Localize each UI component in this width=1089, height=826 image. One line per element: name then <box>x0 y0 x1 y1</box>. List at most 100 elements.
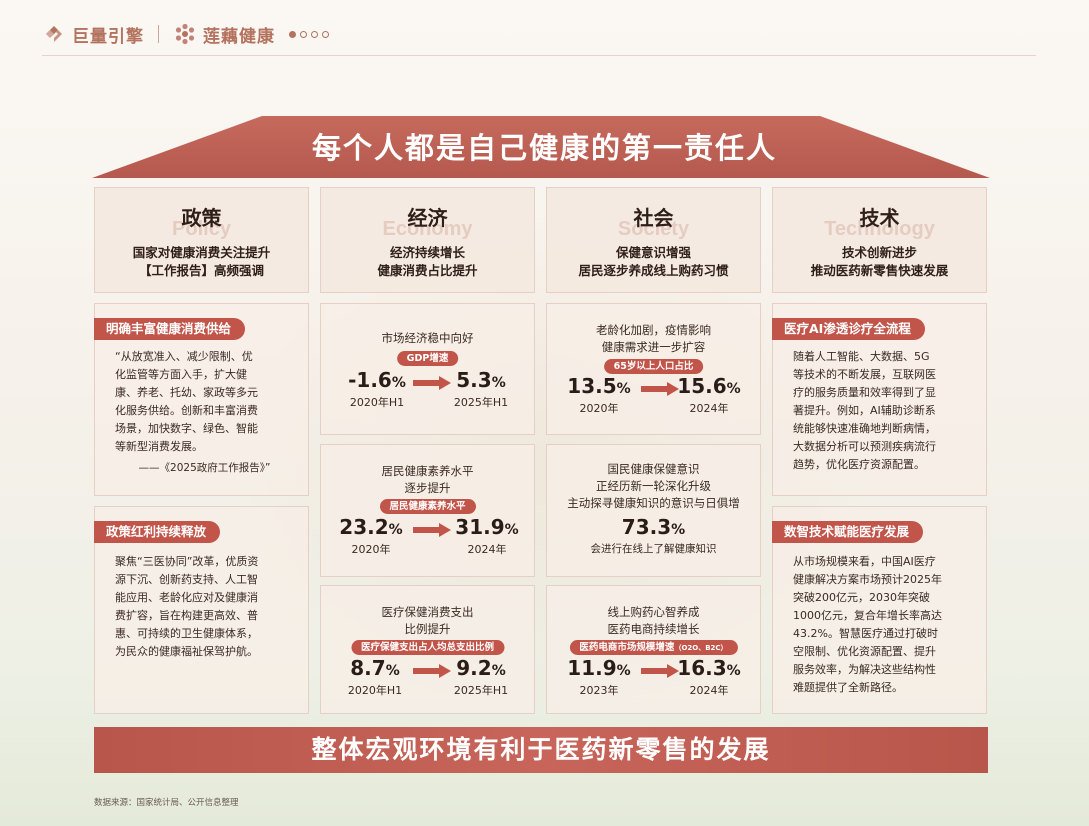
stat-title: 老龄化加剧，疫情影响 健康需求进一步扩容 <box>547 322 760 356</box>
unit: % <box>491 663 506 679</box>
card-tag: 数智技术赋能医疗发展 <box>772 521 924 543</box>
value: 11.9 <box>567 656 617 680</box>
stat-title-line: 市场经济稳中向好 <box>381 331 474 345</box>
card-line: 化监管等方面入手，扩大健 <box>115 368 247 381</box>
metric-pill: 医药电商市场规模增速（O2O、B2C） <box>569 640 738 655</box>
card-line: 突破200亿元，2030年突破 <box>793 591 930 604</box>
card-body: 随着人工智能、大数据、5G 等技术的不断发展，互联网医 疗的服务质量和效率得到了… <box>793 348 972 474</box>
page-dot-active[interactable] <box>289 30 296 38</box>
pillar-desc-line: 居民逐步养成线上购药习惯 <box>578 263 729 278</box>
unit: % <box>671 522 686 538</box>
stat-to-value: 5.3% <box>441 368 521 392</box>
unit: % <box>616 663 631 679</box>
pillar-desc-line: 【工作报告】高频强调 <box>138 263 264 278</box>
pillar-desc: 技术创新进步 推动医药新零售快速发展 <box>777 244 982 280</box>
pillar-head-society: Society 社会 保健意识增强 居民逐步养成线上购药习惯 <box>546 187 761 293</box>
pillar-title: 经济 <box>407 206 448 230</box>
card-line: 惠、可持续的卫生健康体系， <box>115 627 258 640</box>
stat-to-year: 2025年H1 <box>453 684 509 697</box>
data-source-note: 数据来源：国家统计局、公开信息整理 <box>94 798 239 808</box>
economy-card-literacy: 居民健康素养水平 逐步提升 居民健康素养水平 23.2% 2020年 31.9%… <box>320 444 535 577</box>
metric-pill: 居民健康素养水平 <box>379 499 476 514</box>
stat-from-year: 2020年 <box>351 543 391 556</box>
stat-to-year: 2025年H1 <box>453 396 509 409</box>
stat-to-value: 31.9% <box>447 515 527 539</box>
metric-pill: GDP增速 <box>396 351 459 366</box>
pillar-head-policy: Policy 政策 国家对健康消费关注提升 【工作报告】高频强调 <box>94 187 309 293</box>
stat-title-line: 正经历新一轮深化升级 <box>596 479 711 493</box>
card-line: 趋势，优化医疗资源配置。 <box>793 458 925 471</box>
policy-card-dividend: 政策红利持续释放 聚焦“三医协同”改革，优质资 源下沉、创新药支持、人工智 能应… <box>94 506 309 714</box>
stat-from-year: 2023年 <box>579 684 619 697</box>
page-dot[interactable] <box>300 30 307 38</box>
roof-shape <box>92 116 990 178</box>
pillar-en: Policy <box>172 218 231 240</box>
arrow-right-icon <box>641 382 681 396</box>
logo-juliang: 巨量引擎 <box>42 22 144 47</box>
value: -1.6 <box>348 368 392 392</box>
pillar-desc-line: 技术创新进步 <box>841 245 917 260</box>
stat-title-line: 医疗保健消费支出 <box>381 605 474 619</box>
card-line: 等技术的不断发展，互联网医 <box>793 368 936 381</box>
pillar-head-technology: Technology 技术 技术创新进步 推动医药新零售快速发展 <box>772 187 987 293</box>
stat-title-line: 主动探寻健康知识的意识与日俱增 <box>567 496 740 510</box>
pillar-title: 政策 <box>181 206 222 230</box>
stat-title-line: 医药电商持续增长 <box>607 622 700 636</box>
lotus-logo-icon <box>175 23 195 45</box>
pillar-desc-line: 国家对健康消费关注提升 <box>132 245 271 260</box>
card-line: 聚焦“三医协同”改革，优质资 <box>115 555 259 568</box>
unit: % <box>388 522 403 538</box>
card-tag: 政策红利持续释放 <box>94 521 221 543</box>
stat-caption: 会进行在线上了解健康知识 <box>590 543 717 555</box>
pillar-desc-line: 推动医药新零售快速发展 <box>810 263 949 278</box>
pillar-en: Economy <box>382 218 473 240</box>
page-dot[interactable] <box>322 30 329 38</box>
card-line: 随着人工智能、大数据、5G <box>793 350 930 363</box>
roof-title: 每个人都是自己健康的第一责任人 <box>311 131 777 165</box>
value: 31.9 <box>455 515 505 539</box>
tech-card-digital: 数智技术赋能医疗发展 从市场规模来看，中国AI医疗 健康解决方案市场预计2025… <box>772 506 987 714</box>
card-line: 服务效率，为解决这些结构性 <box>793 663 936 676</box>
unit: % <box>726 663 741 679</box>
card-line: 化服务供给。创新和丰富消费 <box>115 404 258 417</box>
card-line: 统能够快速准确地判断病情， <box>793 422 936 435</box>
pillar-desc-line: 保健意识增强 <box>615 245 691 260</box>
stat-title-line: 逐步提升 <box>404 481 451 495</box>
card-line: 难题提供了全新路径。 <box>793 681 903 694</box>
economy-card-healthcare-spend: 医疗保健消费支出 比例提升 医疗保健支出占人均总支出比例 8.7% 2020年H… <box>320 585 535 714</box>
base-banner: 整体宏观环境有利于医药新零售的发展 <box>94 727 988 773</box>
stat-title: 线上购药心智养成 医药电商持续增长 <box>547 604 760 638</box>
pillar-desc: 国家对健康消费关注提升 【工作报告】高频强调 <box>99 244 304 280</box>
stat-title-line: 国民健康保健意识 <box>607 462 700 476</box>
card-line: 健康解决方案市场预计2025年 <box>793 573 942 586</box>
card-body: “从放宽准入、减少限制、优 化监管等方面入手，扩大健 康、养老、托幼、家政等多元… <box>115 348 294 456</box>
card-line: 从市场规模来看，中国AI医疗 <box>793 555 936 568</box>
metric-pill: 65岁以上人口占比 <box>603 359 704 374</box>
society-card-aging: 老龄化加剧，疫情影响 健康需求进一步扩容 65岁以上人口占比 13.5% 202… <box>546 303 761 435</box>
metric-pill: 医疗保健支出占人均总支出比例 <box>350 640 505 655</box>
tech-card-ai: 医疗AI渗透诊疗全流程 随着人工智能、大数据、5G 等技术的不断发展，互联网医 … <box>772 303 987 496</box>
arrow-right-icon <box>413 664 453 678</box>
value: 13.5 <box>567 374 617 398</box>
stat-from-year: 2020年 <box>579 402 619 415</box>
stat-title-line: 居民健康素养水平 <box>381 464 474 478</box>
pillar-desc-line: 经济持续增长 <box>389 245 465 260</box>
card-line: 空限制、优化资源配置、提升 <box>793 645 936 658</box>
card-line: 费扩容，旨在构建更高效、普 <box>115 609 258 622</box>
stat-from-value: -1.6% <box>337 368 417 392</box>
card-line: 能应用、老龄化应对及健康消 <box>115 591 258 604</box>
card-body: 从市场规模来看，中国AI医疗 健康解决方案市场预计2025年 突破200亿元，2… <box>793 553 972 697</box>
logo-juliang-text: 巨量引擎 <box>72 26 144 47</box>
pillar-en: Society <box>617 218 690 240</box>
stat-to-year: 2024年 <box>689 684 729 697</box>
unit: % <box>491 375 506 391</box>
card-line: 为民众的健康福祉保驾护航。 <box>115 645 258 658</box>
arrow-right-icon <box>641 664 681 678</box>
header-bar: 巨量引擎 莲藕健康 <box>42 16 329 52</box>
logo-divider <box>158 25 159 43</box>
header-divider <box>42 55 1036 56</box>
stat-title-line: 比例提升 <box>404 622 451 636</box>
stat-title-line: 线上购药心智养成 <box>607 605 700 619</box>
page-dot[interactable] <box>311 30 318 38</box>
card-tag: 医疗AI渗透诊疗全流程 <box>772 318 925 340</box>
